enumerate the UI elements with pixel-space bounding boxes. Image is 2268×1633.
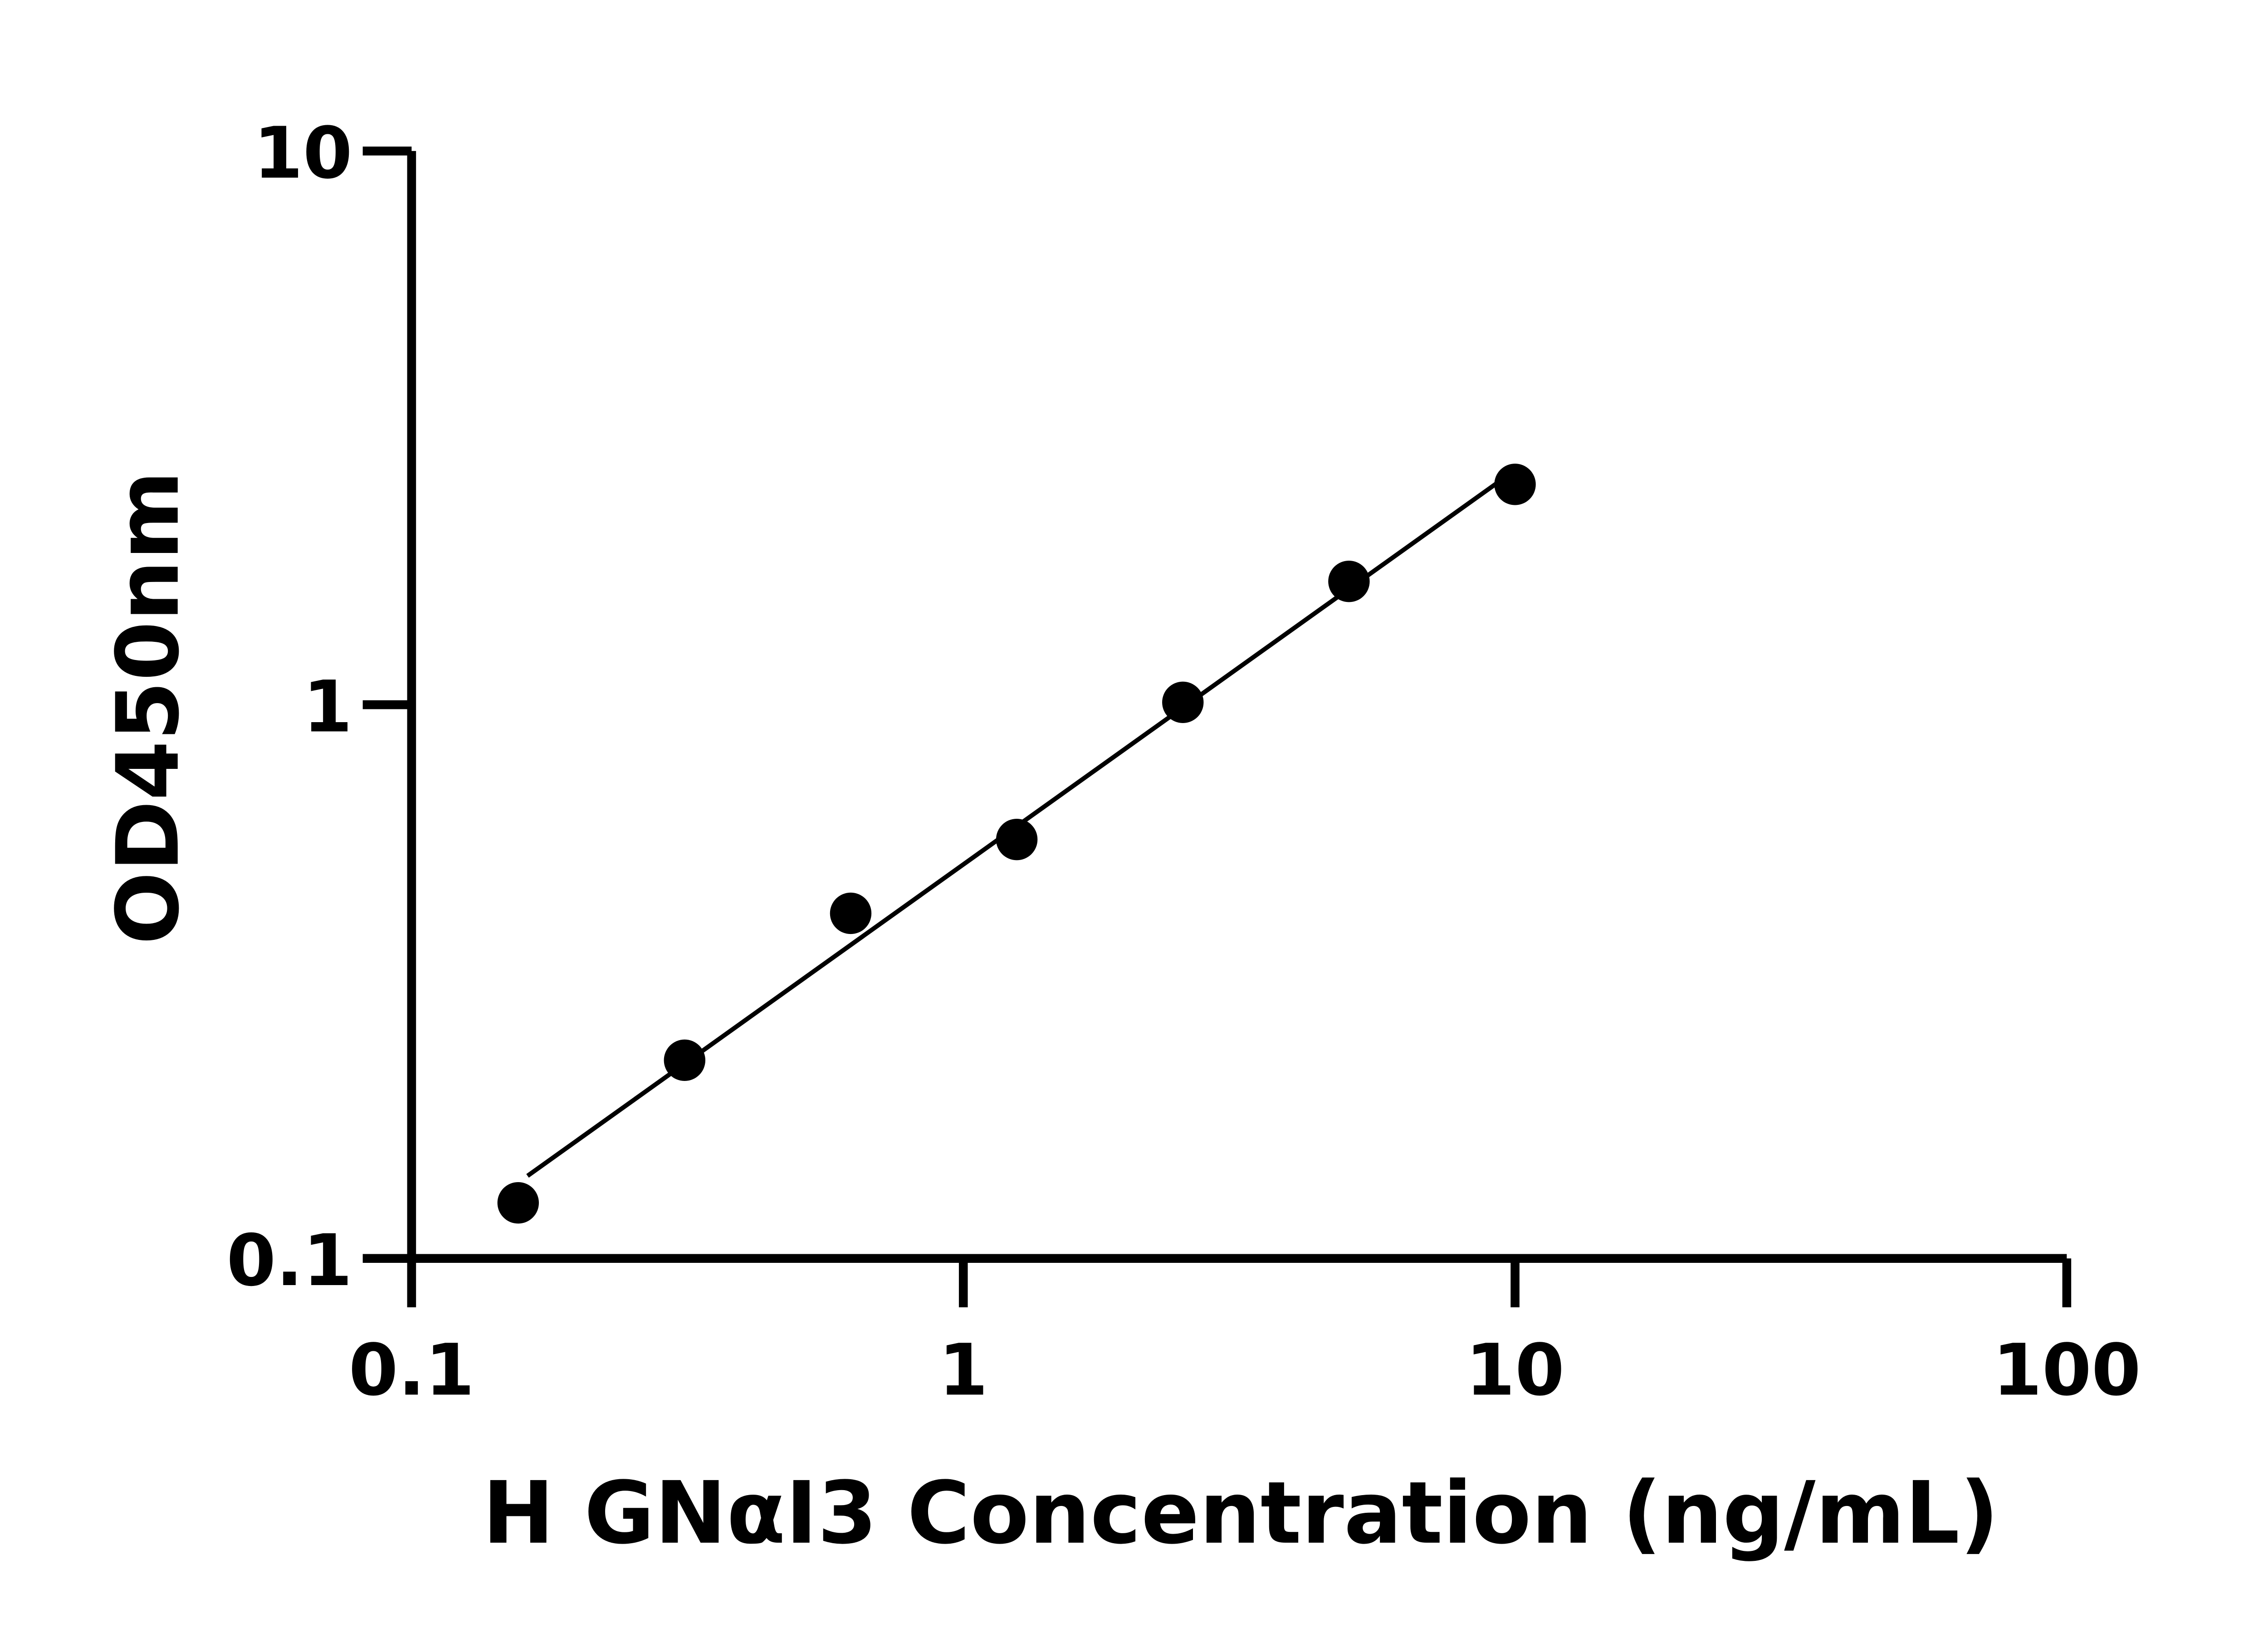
data-point — [1494, 464, 1536, 505]
y-axis-label: OD450nm — [98, 471, 198, 945]
data-point — [996, 818, 1038, 861]
y-tick-label: 0.1 — [226, 1219, 352, 1302]
x-tick-label: 10 — [1466, 1329, 1564, 1412]
x-tick-label: 100 — [1993, 1329, 2141, 1412]
data-point — [664, 1039, 705, 1081]
y-tick-label: 10 — [254, 112, 352, 195]
data-point — [830, 892, 872, 934]
y-tick-label: 1 — [303, 665, 352, 748]
x-tick-label: 0.1 — [349, 1329, 475, 1412]
axes: 0.1 1 10 100 0.1 1 10 — [226, 112, 2141, 1412]
x-axis-label: H GNαI3 Concentration (ng/mL) — [483, 1463, 1999, 1563]
data-point — [497, 1182, 539, 1224]
data-point — [1328, 561, 1370, 602]
data-point — [1162, 681, 1204, 723]
data-points — [497, 464, 1536, 1224]
x-tick-label: 1 — [938, 1329, 988, 1412]
